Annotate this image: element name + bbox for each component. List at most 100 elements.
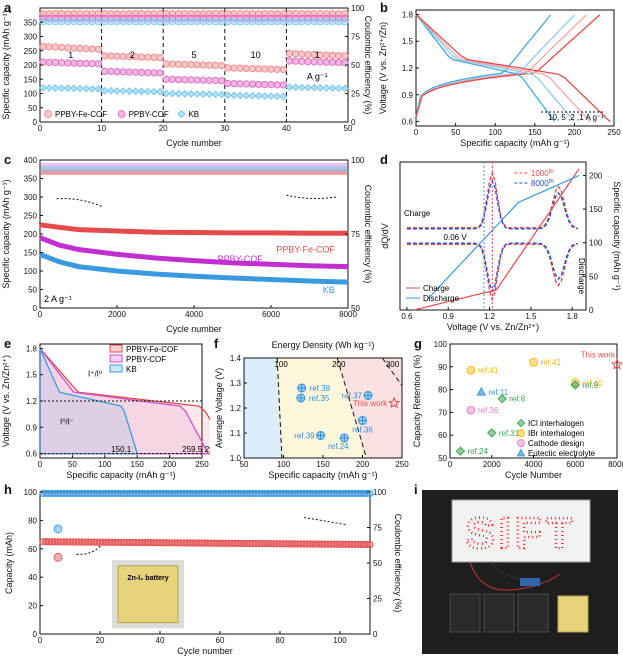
g-ref-label: ref.36	[478, 406, 499, 415]
f-xtick-label: 100	[277, 460, 291, 469]
a-ytick-label: 100	[24, 90, 38, 99]
a-legend-label: PPBY-COF	[129, 110, 169, 119]
h-y2-ytick-label: 100	[373, 488, 387, 497]
a-capacity-marker	[156, 69, 164, 77]
a-capacity-marker	[138, 68, 146, 77]
f-energy-label: 200	[332, 360, 346, 369]
a-capacity-marker	[45, 58, 53, 66]
a-capacity-marker	[335, 58, 343, 67]
g-legend-label: ICl interhalogen	[528, 419, 584, 428]
c-left-arrow	[55, 198, 102, 207]
a-capacity-marker	[205, 61, 213, 69]
a-capacity-marker	[51, 58, 60, 67]
e-xtick-label: 0	[38, 460, 43, 469]
a-ytick-label: 200	[24, 61, 38, 70]
a-capacity-marker	[199, 76, 207, 84]
a-ce-marker	[150, 18, 158, 26]
i-battery-cell	[449, 593, 481, 633]
h-ytick-label: 60	[28, 545, 37, 554]
d-y2-ytick-label: 200	[589, 171, 603, 180]
a-ce-marker	[175, 18, 183, 26]
d-charge-capacity-curve	[413, 168, 580, 311]
a-capacity-marker	[63, 84, 72, 93]
h-y2-ytick-label: 50	[373, 559, 382, 568]
b-xtick-label: 50	[451, 128, 460, 137]
b-charge-curve	[415, 14, 552, 118]
a-capacity-marker	[175, 75, 183, 84]
panel-b-svg: b 10, 5 ,2 ,1 A g⁻¹ 0 50 100 150 200 250 0.6 0.9…	[378, 0, 621, 148]
a-capacity-marker	[82, 84, 91, 93]
f-this-work-label: This work	[353, 399, 388, 408]
g-ref-label: ref.41	[541, 358, 562, 367]
b-discharge-curve	[415, 14, 591, 122]
a-capacity-marker	[304, 50, 312, 58]
a-ce-marker	[218, 18, 226, 26]
f-energy-label: 100	[274, 360, 288, 369]
b-ytick-label: 0.9	[402, 91, 414, 100]
g-ytick-label: 60	[438, 431, 447, 440]
a-ce-marker	[261, 18, 269, 26]
a-capacity-marker	[211, 90, 220, 99]
f-ref-label: ref.38	[310, 384, 331, 393]
g-this-work-marker	[610, 358, 623, 370]
a-ce-marker	[125, 18, 133, 26]
a-capacity-marker	[279, 92, 288, 101]
panel-c: c PPBY-Fe-COF PPBY-COF KB 2 A g⁻¹ 0 2000 4000 6…	[0, 152, 372, 336]
a-ce-marker	[242, 18, 250, 26]
b-xtick-label: 250	[607, 128, 621, 137]
a-legend-marker	[44, 110, 52, 118]
a-rate-label: 5	[191, 50, 196, 60]
a-capacity-marker	[297, 83, 306, 92]
h-y2-ytick-label: 25	[373, 595, 382, 604]
c-ytick-label: 150	[24, 249, 38, 258]
g-ref-marker	[466, 405, 476, 415]
g-legend-label: Cathode design	[528, 439, 584, 448]
a-legend-label: PPBY-Fe-COF	[55, 110, 107, 119]
a-ce-marker	[267, 18, 275, 26]
h-ylabel: Capacity (mAh)	[4, 532, 14, 594]
i-battery-cell	[517, 593, 549, 633]
a-ce-marker	[199, 18, 207, 26]
g-ytick-label: 70	[438, 408, 447, 417]
a-capacity-marker	[88, 45, 96, 53]
a-legend-marker	[117, 110, 126, 118]
f-xtick-label: 200	[356, 460, 370, 469]
c-xtick-label: 2000	[108, 310, 126, 319]
g-ref-marker	[497, 394, 507, 404]
c-series-label: KB	[323, 285, 335, 295]
a-capacity-marker	[193, 76, 201, 84]
a-capacity-marker	[187, 61, 195, 69]
a-ce-marker	[255, 18, 263, 26]
b-xlabel: Specific capacity (mAh g⁻¹)	[460, 138, 569, 148]
c-xtick-label: 6000	[262, 310, 280, 319]
a-capacity-marker	[205, 90, 214, 99]
a-capacity-marker	[94, 60, 103, 68]
panel-g-label: g	[414, 336, 422, 351]
d-xtick-label: 1.5	[525, 312, 537, 321]
a-xtick-label: 50	[344, 124, 353, 133]
a-capacity-marker	[125, 87, 134, 96]
a-ce-marker	[224, 18, 232, 26]
a-ce-marker	[94, 18, 103, 26]
c-xtick-label: 0	[38, 310, 43, 319]
d-xtick-label: 0.9	[443, 312, 455, 321]
a-capacity-marker	[292, 57, 300, 65]
g-legend-label: IBr interhalogen	[528, 429, 584, 438]
a-capacity-marker	[322, 84, 331, 92]
a-ce-marker	[316, 18, 324, 26]
c-ytick-label: 350	[24, 175, 38, 184]
a-capacity-marker	[285, 57, 294, 65]
panel-h-svg: h Zn-I₂ battery 0 20 40 60 80 100 0 20 40 60 80 100 0…	[4, 482, 403, 656]
a-ce-marker	[138, 18, 146, 26]
a-ce-marker	[310, 18, 318, 26]
a-capacity-marker	[224, 64, 232, 72]
a-capacity-marker	[144, 53, 152, 61]
h-capacity-marker	[366, 540, 374, 549]
a-capacity-marker	[285, 83, 294, 92]
c-capacity-band	[39, 222, 348, 236]
a-capacity-marker	[255, 80, 263, 88]
a-ytick-label: 50	[28, 104, 37, 113]
a-capacity-marker	[82, 45, 90, 53]
h-frame	[39, 491, 371, 635]
b-ytick-label: 1.2	[402, 64, 414, 73]
